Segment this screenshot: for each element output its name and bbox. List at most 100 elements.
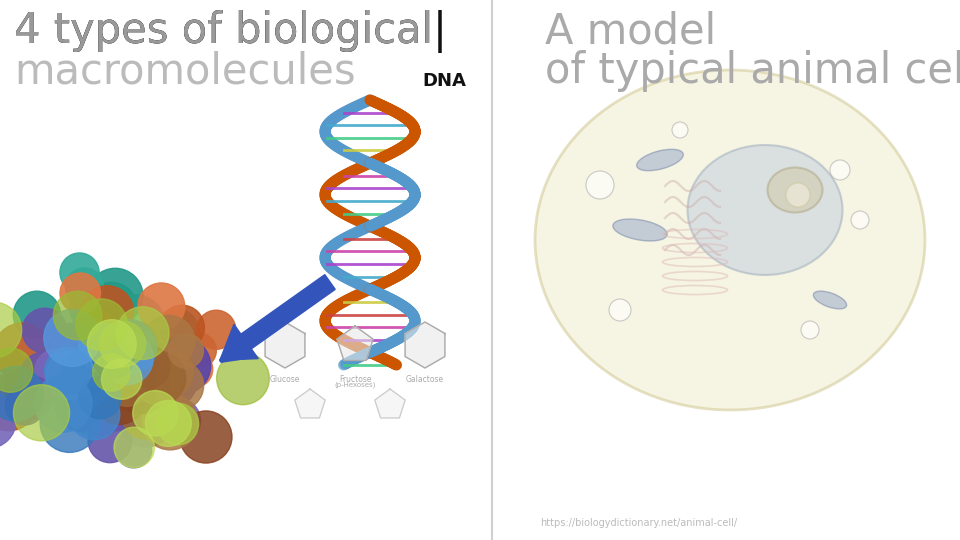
Point [104, 304, 119, 313]
Point [108, 292, 123, 300]
Point [133, 342, 149, 351]
Circle shape [672, 122, 688, 138]
Point [14, 347, 30, 356]
Point [151, 372, 166, 381]
Point [162, 364, 178, 373]
Point [89, 329, 105, 338]
Text: 4 types of biological|: 4 types of biological| [14, 10, 447, 53]
Point [154, 302, 169, 310]
Point [105, 340, 120, 348]
Point [150, 374, 165, 382]
Point [111, 393, 127, 402]
Point [131, 392, 146, 400]
Ellipse shape [687, 145, 843, 275]
Point [135, 379, 151, 388]
Point [64, 334, 80, 342]
Point [139, 416, 155, 425]
Circle shape [786, 183, 810, 207]
Point [173, 348, 188, 356]
Polygon shape [337, 326, 373, 360]
Point [34, 408, 49, 417]
Point [73, 401, 88, 410]
Text: Galactose: Galactose [406, 375, 444, 384]
Point [93, 410, 108, 418]
Point [172, 381, 187, 390]
Point [37, 326, 53, 335]
Point [93, 324, 108, 333]
Point [73, 289, 88, 298]
Point [72, 268, 87, 277]
Point [125, 388, 140, 396]
Point [146, 376, 161, 385]
Point [92, 393, 108, 402]
Point [130, 375, 145, 384]
Point [1, 399, 16, 407]
Point [0, 326, 1, 334]
Point [119, 354, 134, 362]
Point [36, 373, 52, 382]
Point [77, 283, 92, 292]
Point [100, 308, 115, 317]
Point [160, 419, 176, 428]
Ellipse shape [813, 291, 847, 309]
Point [88, 404, 104, 413]
Polygon shape [405, 322, 444, 368]
Point [128, 320, 143, 328]
Point [169, 328, 184, 336]
Point [98, 339, 113, 347]
Circle shape [830, 160, 850, 180]
Point [79, 380, 94, 389]
Point [161, 337, 177, 346]
Point [117, 403, 132, 412]
Point [131, 388, 146, 396]
Point [138, 339, 154, 347]
Text: 4 types of biological: 4 types of biological [14, 10, 433, 52]
Point [85, 352, 101, 360]
Point [17, 401, 33, 410]
Point [153, 368, 168, 376]
Point [148, 409, 163, 417]
Point [171, 416, 186, 425]
Point [92, 319, 108, 327]
Text: of typical animal cell: of typical animal cell [545, 50, 960, 92]
Point [29, 310, 44, 319]
Point [104, 404, 119, 413]
Point [208, 326, 224, 334]
Point [26, 387, 41, 396]
Point [17, 385, 33, 394]
Circle shape [609, 299, 631, 321]
Polygon shape [295, 389, 325, 418]
Point [3, 366, 18, 375]
Point [69, 364, 84, 373]
Point [50, 367, 65, 376]
Point [61, 418, 77, 427]
Point [191, 346, 206, 355]
Point [127, 443, 142, 452]
Point [198, 433, 213, 441]
Text: A model: A model [545, 10, 716, 52]
Circle shape [801, 321, 819, 339]
Point [109, 341, 125, 350]
Point [132, 390, 147, 399]
Point [175, 323, 190, 332]
Point [187, 365, 203, 374]
Point [97, 347, 112, 355]
Point [56, 348, 71, 357]
Point [161, 375, 177, 384]
Point [144, 380, 159, 388]
Point [24, 393, 39, 402]
Point [158, 375, 174, 384]
Point [77, 368, 92, 376]
Point [68, 348, 84, 356]
Circle shape [586, 171, 614, 199]
Point [119, 382, 134, 391]
Ellipse shape [535, 70, 925, 410]
Point [151, 374, 166, 383]
Point [104, 368, 119, 377]
Point [113, 397, 129, 406]
Point [106, 353, 121, 362]
Point [132, 381, 148, 389]
Point [62, 355, 78, 364]
Text: macromolecules: macromolecules [14, 50, 355, 92]
Point [60, 367, 76, 375]
